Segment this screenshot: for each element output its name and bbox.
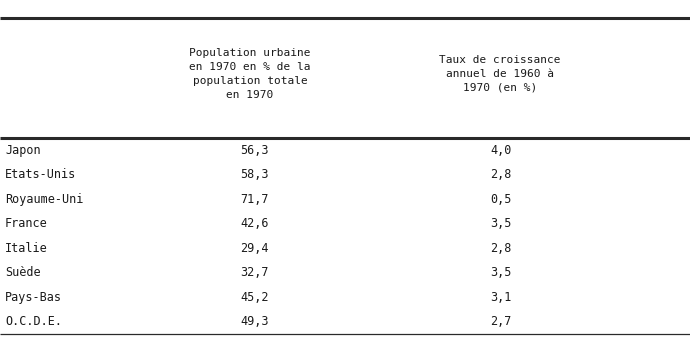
Text: Taux de croissance
annuel de 1960 à
1970 (en %): Taux de croissance annuel de 1960 à 1970… (440, 55, 561, 93)
Text: 29,4: 29,4 (240, 242, 268, 255)
Text: 71,7: 71,7 (240, 193, 268, 206)
Text: O.C.D.E.: O.C.D.E. (5, 315, 62, 328)
Text: 45,2: 45,2 (240, 291, 268, 304)
Text: 0,5: 0,5 (490, 193, 511, 206)
Text: 3,5: 3,5 (490, 266, 511, 279)
Text: 49,3: 49,3 (240, 315, 268, 328)
Text: 2,8: 2,8 (490, 242, 511, 255)
Text: Etats-Unis: Etats-Unis (5, 168, 77, 181)
Text: Suède: Suède (5, 266, 41, 279)
Text: 56,3: 56,3 (240, 144, 268, 157)
Text: Royaume-Uni: Royaume-Uni (5, 193, 83, 206)
Text: France: France (5, 217, 48, 230)
Text: 58,3: 58,3 (240, 168, 268, 181)
Text: Italie: Italie (5, 242, 48, 255)
Text: 2,8: 2,8 (490, 168, 511, 181)
Text: Pays-Bas: Pays-Bas (5, 291, 62, 304)
Text: 3,1: 3,1 (490, 291, 511, 304)
Text: 32,7: 32,7 (240, 266, 268, 279)
Text: Population urbaine
en 1970 en % de la
population totale
en 1970: Population urbaine en 1970 en % de la po… (189, 48, 310, 100)
Text: Japon: Japon (5, 144, 41, 157)
Text: 3,5: 3,5 (490, 217, 511, 230)
Text: 4,0: 4,0 (490, 144, 511, 157)
Text: 42,6: 42,6 (240, 217, 268, 230)
Text: 2,7: 2,7 (490, 315, 511, 328)
